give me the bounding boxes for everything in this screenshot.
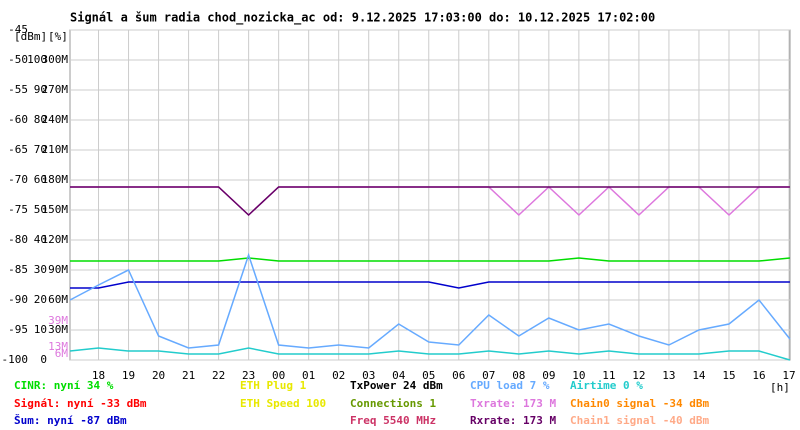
y-tick-label: -75 xyxy=(8,203,28,216)
x-tick-label: 13 xyxy=(662,369,675,382)
x-tick-label: 23 xyxy=(242,369,255,382)
x-tick-label: 04 xyxy=(392,369,406,382)
x-tick-label: 21 xyxy=(182,369,195,382)
y-tick-label: -80 xyxy=(8,233,28,246)
legend-entry: TxPower 24 dBm xyxy=(350,379,443,392)
x-tick-label: 07 xyxy=(482,369,495,382)
series-line xyxy=(69,252,791,349)
y3-tick-label: 150M xyxy=(42,203,69,216)
legend-entry: Connections 1 xyxy=(350,397,436,410)
y-tick-label: -95 xyxy=(8,323,28,336)
y3-tick-label: 60M xyxy=(48,293,68,306)
x-tick-label: 22 xyxy=(212,369,225,382)
y2-tick-label: 0 xyxy=(40,353,47,366)
y2-tick-label: 90 xyxy=(34,83,47,96)
x-tick-label: 12 xyxy=(632,369,645,382)
y2-tick-label: 30 xyxy=(34,263,47,276)
y-tick-label: -100 xyxy=(2,353,29,366)
y-tick-label: -85 xyxy=(8,263,28,276)
y3-tick-label: 180M xyxy=(42,173,69,186)
y2-tick-label: 50 xyxy=(34,203,47,216)
x-tick-label: 15 xyxy=(722,369,735,382)
x-tick-label: 20 xyxy=(152,369,165,382)
y-tick-label: -70 xyxy=(8,173,28,186)
y-tick-label: -90 xyxy=(8,293,28,306)
y2-tick-label: 20 xyxy=(34,293,47,306)
legend-entry: CPU load 7 % xyxy=(470,379,550,392)
series-line xyxy=(70,186,790,217)
y-tick-label: -50 xyxy=(8,53,28,66)
y3-tick-label: 120M xyxy=(42,233,69,246)
legend-entry: Airtime 0 % xyxy=(570,379,643,392)
legend-entry: Freq 5540 MHz xyxy=(350,414,436,427)
chart-title: Signál a šum radia chod_nozicka_ac od: 9… xyxy=(70,11,655,26)
x-tick-label: 00 xyxy=(272,369,285,382)
x-tick-label: 10 xyxy=(572,369,585,382)
x-tick-label: 06 xyxy=(452,369,465,382)
y-tick-label: -65 xyxy=(8,143,28,156)
legend-entry: Signál: nyní -33 dBm xyxy=(14,397,147,410)
plot-area xyxy=(69,29,791,361)
x-tick-label: 11 xyxy=(602,369,615,382)
y-axis-label: [dBm] xyxy=(14,30,47,43)
x-tick-label: 01 xyxy=(302,369,315,382)
x-axis-label: [h] xyxy=(770,381,790,394)
y2-tick-label: 70 xyxy=(34,143,47,156)
legend-entry: ETH Speed 100 xyxy=(240,397,326,410)
y3-marker-label: 6M xyxy=(55,347,69,360)
x-tick-label: 14 xyxy=(692,369,706,382)
series-line xyxy=(70,257,790,262)
legend-entry: Rxrate: 173 M xyxy=(470,414,556,427)
y3-tick-label: 90M xyxy=(48,263,68,276)
y3-marker-label: 39M xyxy=(48,314,68,327)
legend-entry: CINR: nyní 34 % xyxy=(14,379,114,392)
legend-entry: Šum: nyní -87 dBm xyxy=(14,414,127,427)
y2-axis-label: [%] xyxy=(48,30,68,43)
x-tick-label: 17 xyxy=(782,369,795,382)
y2-tick-label: 80 xyxy=(34,113,47,126)
y3-tick-label: 270M xyxy=(42,83,69,96)
series-line xyxy=(70,281,790,289)
x-tick-label: 02 xyxy=(332,369,345,382)
x-tick-label: 18 xyxy=(92,369,105,382)
y2-tick-label: 100 xyxy=(27,53,47,66)
y3-tick-label: 30M xyxy=(48,323,68,336)
legend-entry: Chain1 signal -40 dBm xyxy=(570,414,709,427)
y3-tick-label: 240M xyxy=(42,113,69,126)
y2-tick-label: 10 xyxy=(34,323,47,336)
legend-entry: Chain0 signal -34 dBm xyxy=(570,397,709,410)
x-tick-label: 08 xyxy=(512,369,525,382)
series-line xyxy=(69,347,791,361)
y2-tick-label: 60 xyxy=(34,173,47,186)
legend-entry: Txrate: 173 M xyxy=(470,397,556,410)
y-tick-label: -45 xyxy=(8,23,28,36)
y2-tick-label: 40 xyxy=(34,233,47,246)
y-tick-label: -60 xyxy=(8,113,28,126)
x-tick-label: 03 xyxy=(362,369,375,382)
legend-entry: ETH Plug 1 xyxy=(240,379,307,392)
x-tick-label: 16 xyxy=(752,369,765,382)
y-tick-label: -55 xyxy=(8,83,28,96)
y3-marker-label: 13M xyxy=(48,340,68,353)
x-tick-label: 09 xyxy=(542,369,555,382)
x-tick-label: 05 xyxy=(422,369,435,382)
y3-tick-label: 210M xyxy=(42,143,69,156)
x-tick-label: 19 xyxy=(122,369,135,382)
y3-tick-label: 300M xyxy=(42,53,69,66)
